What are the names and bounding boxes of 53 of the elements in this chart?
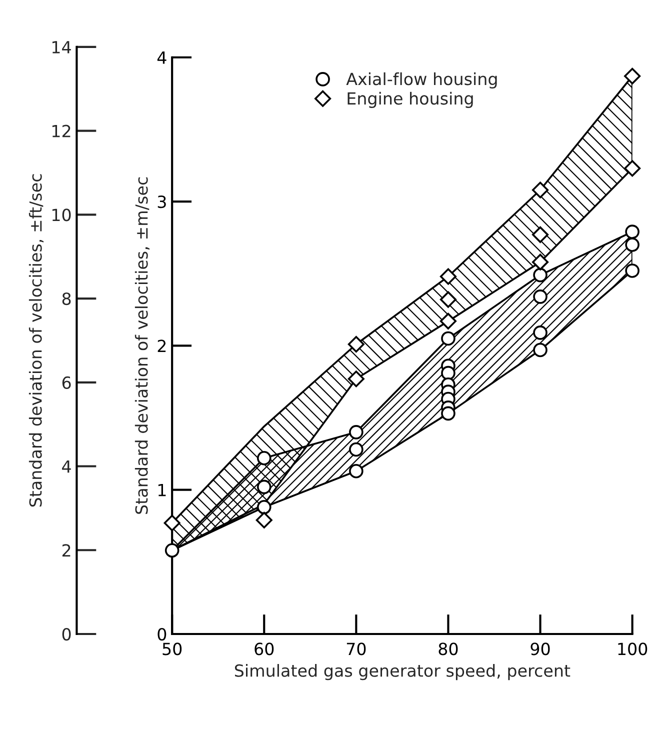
point [624, 68, 641, 84]
point [533, 290, 548, 304]
point [164, 514, 180, 532]
y-tick-label: 3 [158, 195, 166, 208]
y2-tick-label: 0 [62, 628, 71, 641]
point [441, 406, 456, 421]
point [349, 442, 364, 457]
point [441, 366, 456, 380]
point [625, 238, 640, 252]
point [533, 342, 548, 358]
point [440, 268, 456, 285]
point [532, 254, 549, 270]
point [533, 326, 548, 340]
point [441, 331, 456, 346]
y-tick-label: 0 [158, 628, 166, 641]
point [532, 226, 549, 243]
x-tick-label: 50 [162, 642, 182, 656]
point [256, 512, 272, 528]
x-tick-label: 90 [530, 642, 550, 656]
point [256, 480, 272, 494]
point [624, 160, 641, 177]
point [164, 543, 180, 558]
y2-tick-label: 8 [62, 292, 71, 306]
legend-label: Axial-flow housing [346, 72, 497, 88]
x-tick-label: 70 [346, 642, 366, 656]
y2-tick-label: 6 [62, 376, 71, 389]
point [532, 182, 549, 198]
point [256, 450, 272, 466]
y-tick-label: 2 [158, 340, 166, 352]
y2-axis-title: Standard deviation of velocities, ±ft/sec [28, 174, 44, 507]
y-axis-title: Standard deviation of velocities, ±m/sec [134, 177, 150, 514]
y2-tick-label: 14 [52, 41, 71, 54]
point [440, 312, 456, 330]
point [348, 370, 364, 388]
legend-label: Engine housing [348, 92, 473, 108]
y2-tick-label: 12 [52, 124, 70, 138]
y-tick-label: 4 [157, 52, 166, 64]
point [348, 336, 364, 353]
x-tick-label: 100 [618, 642, 648, 656]
x-tick-label: 60 [254, 642, 274, 656]
point [533, 268, 548, 282]
x-axis-title: Simulated gas generator speed, percent [234, 664, 570, 680]
point [625, 264, 640, 278]
point [625, 224, 640, 239]
y2-tick-label: 2 [62, 544, 70, 556]
y2-tick-label: 10 [52, 208, 71, 222]
point [349, 464, 364, 478]
x-tick-label: 80 [438, 642, 458, 656]
y-tick-label: 1 [158, 484, 166, 496]
point [349, 425, 364, 440]
y2-tick-label: 4 [62, 460, 71, 473]
point [256, 500, 272, 514]
point [440, 291, 456, 308]
